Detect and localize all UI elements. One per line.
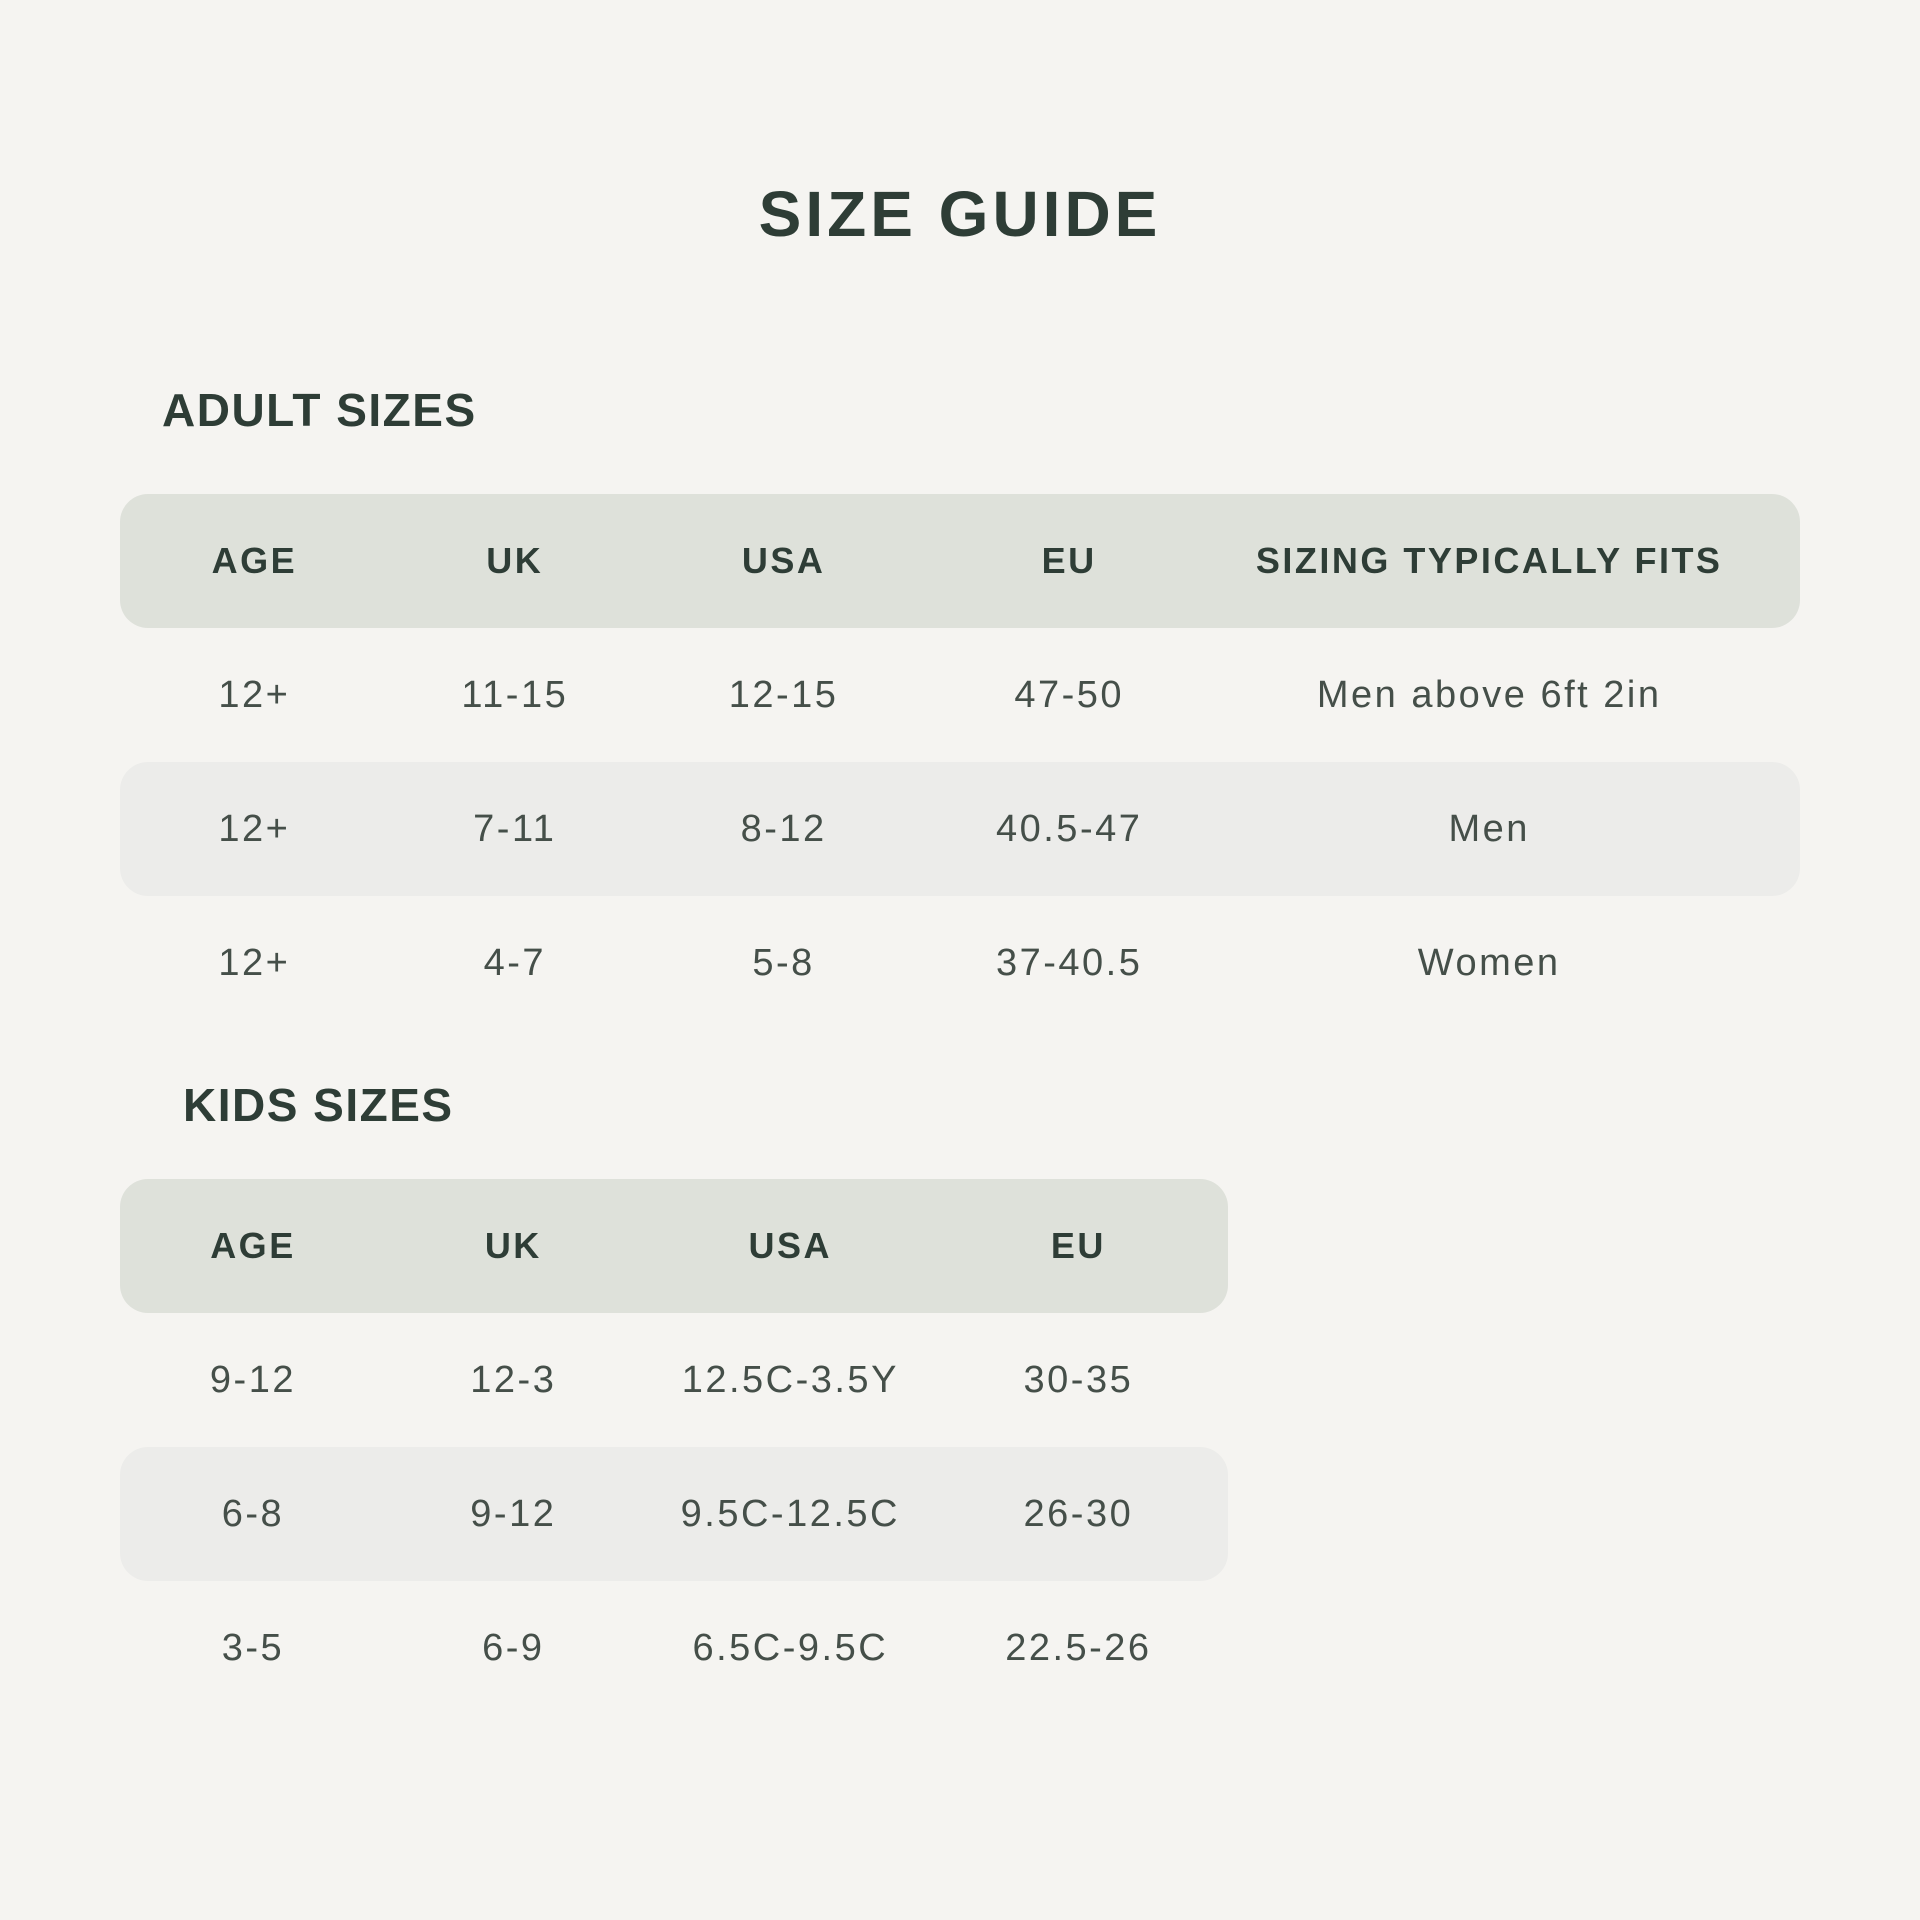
cell-usa: 12-15 <box>728 673 839 716</box>
column-header-age: AGE <box>211 540 298 581</box>
cell-age: 9-12 <box>209 1358 296 1401</box>
cell-age: 12+ <box>218 941 291 984</box>
cell-usa: 9.5C-12.5C <box>680 1492 900 1535</box>
cell-uk: 12-3 <box>470 1358 557 1401</box>
column-header-usa: USA <box>748 1225 833 1266</box>
column-header-sizing-fits: SIZING TYPICALLY FITS <box>1255 540 1723 581</box>
kids-sizes-table: AGE UK USA EU 9-12 12-3 12.5C-3.5Y 30-35… <box>120 1179 1228 1715</box>
kids-table-header-row: AGE UK USA EU <box>120 1179 1228 1313</box>
cell-usa: 12.5C-3.5Y <box>681 1358 899 1401</box>
column-header-uk: UK <box>484 1225 542 1266</box>
table-row: 6-8 9-12 9.5C-12.5C 26-30 <box>120 1447 1228 1581</box>
cell-eu: 22.5-26 <box>1005 1626 1152 1669</box>
cell-usa: 6.5C-9.5C <box>692 1626 889 1669</box>
cell-usa: 5-8 <box>752 941 815 984</box>
kids-sizes-heading: KIDS SIZES <box>183 1079 454 1131</box>
adult-table-header-row: AGE UK USA EU SIZING TYPICALLY FITS <box>120 494 1800 628</box>
column-header-uk: UK <box>486 540 544 581</box>
cell-eu: 37-40.5 <box>995 941 1143 984</box>
cell-eu: 26-30 <box>1023 1492 1134 1535</box>
adult-sizes-table: AGE UK USA EU SIZING TYPICALLY FITS 12+ … <box>120 494 1800 1030</box>
adult-sizes-section: ADULT SIZES AGE UK USA EU SIZING TYPICAL… <box>0 387 1920 1030</box>
cell-uk: 11-15 <box>461 673 569 716</box>
cell-usa: 8-12 <box>740 807 827 850</box>
cell-sizing-fits: Men above 6ft 2in <box>1316 673 1662 716</box>
cell-sizing-fits: Women <box>1417 941 1561 984</box>
cell-age: 12+ <box>218 673 291 716</box>
table-row: 9-12 12-3 12.5C-3.5Y 30-35 <box>120 1313 1228 1447</box>
cell-eu: 30-35 <box>1023 1358 1134 1401</box>
cell-sizing-fits: Men <box>1448 807 1530 850</box>
table-row: 3-5 6-9 6.5C-9.5C 22.5-26 <box>120 1581 1228 1715</box>
column-header-usa: USA <box>741 540 826 581</box>
cell-uk: 6-9 <box>482 1626 545 1669</box>
table-row: 12+ 4-7 5-8 37-40.5 Women <box>120 896 1800 1030</box>
column-header-eu: EU <box>1050 1225 1106 1266</box>
cell-eu: 40.5-47 <box>995 807 1143 850</box>
cell-uk: 4-7 <box>483 941 546 984</box>
kids-sizes-section: KIDS SIZES AGE UK USA EU 9-12 12-3 12.5C… <box>0 1082 1920 1715</box>
adult-sizes-heading: ADULT SIZES <box>162 384 477 436</box>
table-row: 12+ 11-15 12-15 47-50 Men above 6ft 2in <box>120 628 1800 762</box>
column-header-eu: EU <box>1041 540 1097 581</box>
cell-age: 3-5 <box>221 1626 285 1669</box>
column-header-age: AGE <box>210 1225 296 1266</box>
page-title: SIZE GUIDE <box>758 178 1162 250</box>
cell-uk: 7-11 <box>473 807 557 850</box>
cell-age: 6-8 <box>221 1492 285 1535</box>
cell-eu: 47-50 <box>1014 673 1125 716</box>
cell-age: 12+ <box>218 807 291 850</box>
size-guide-page: SIZE GUIDE ADULT SIZES AGE UK USA EU SIZ… <box>0 178 1920 1715</box>
table-row: 12+ 7-11 8-12 40.5-47 Men <box>120 762 1800 896</box>
cell-uk: 9-12 <box>470 1492 557 1535</box>
